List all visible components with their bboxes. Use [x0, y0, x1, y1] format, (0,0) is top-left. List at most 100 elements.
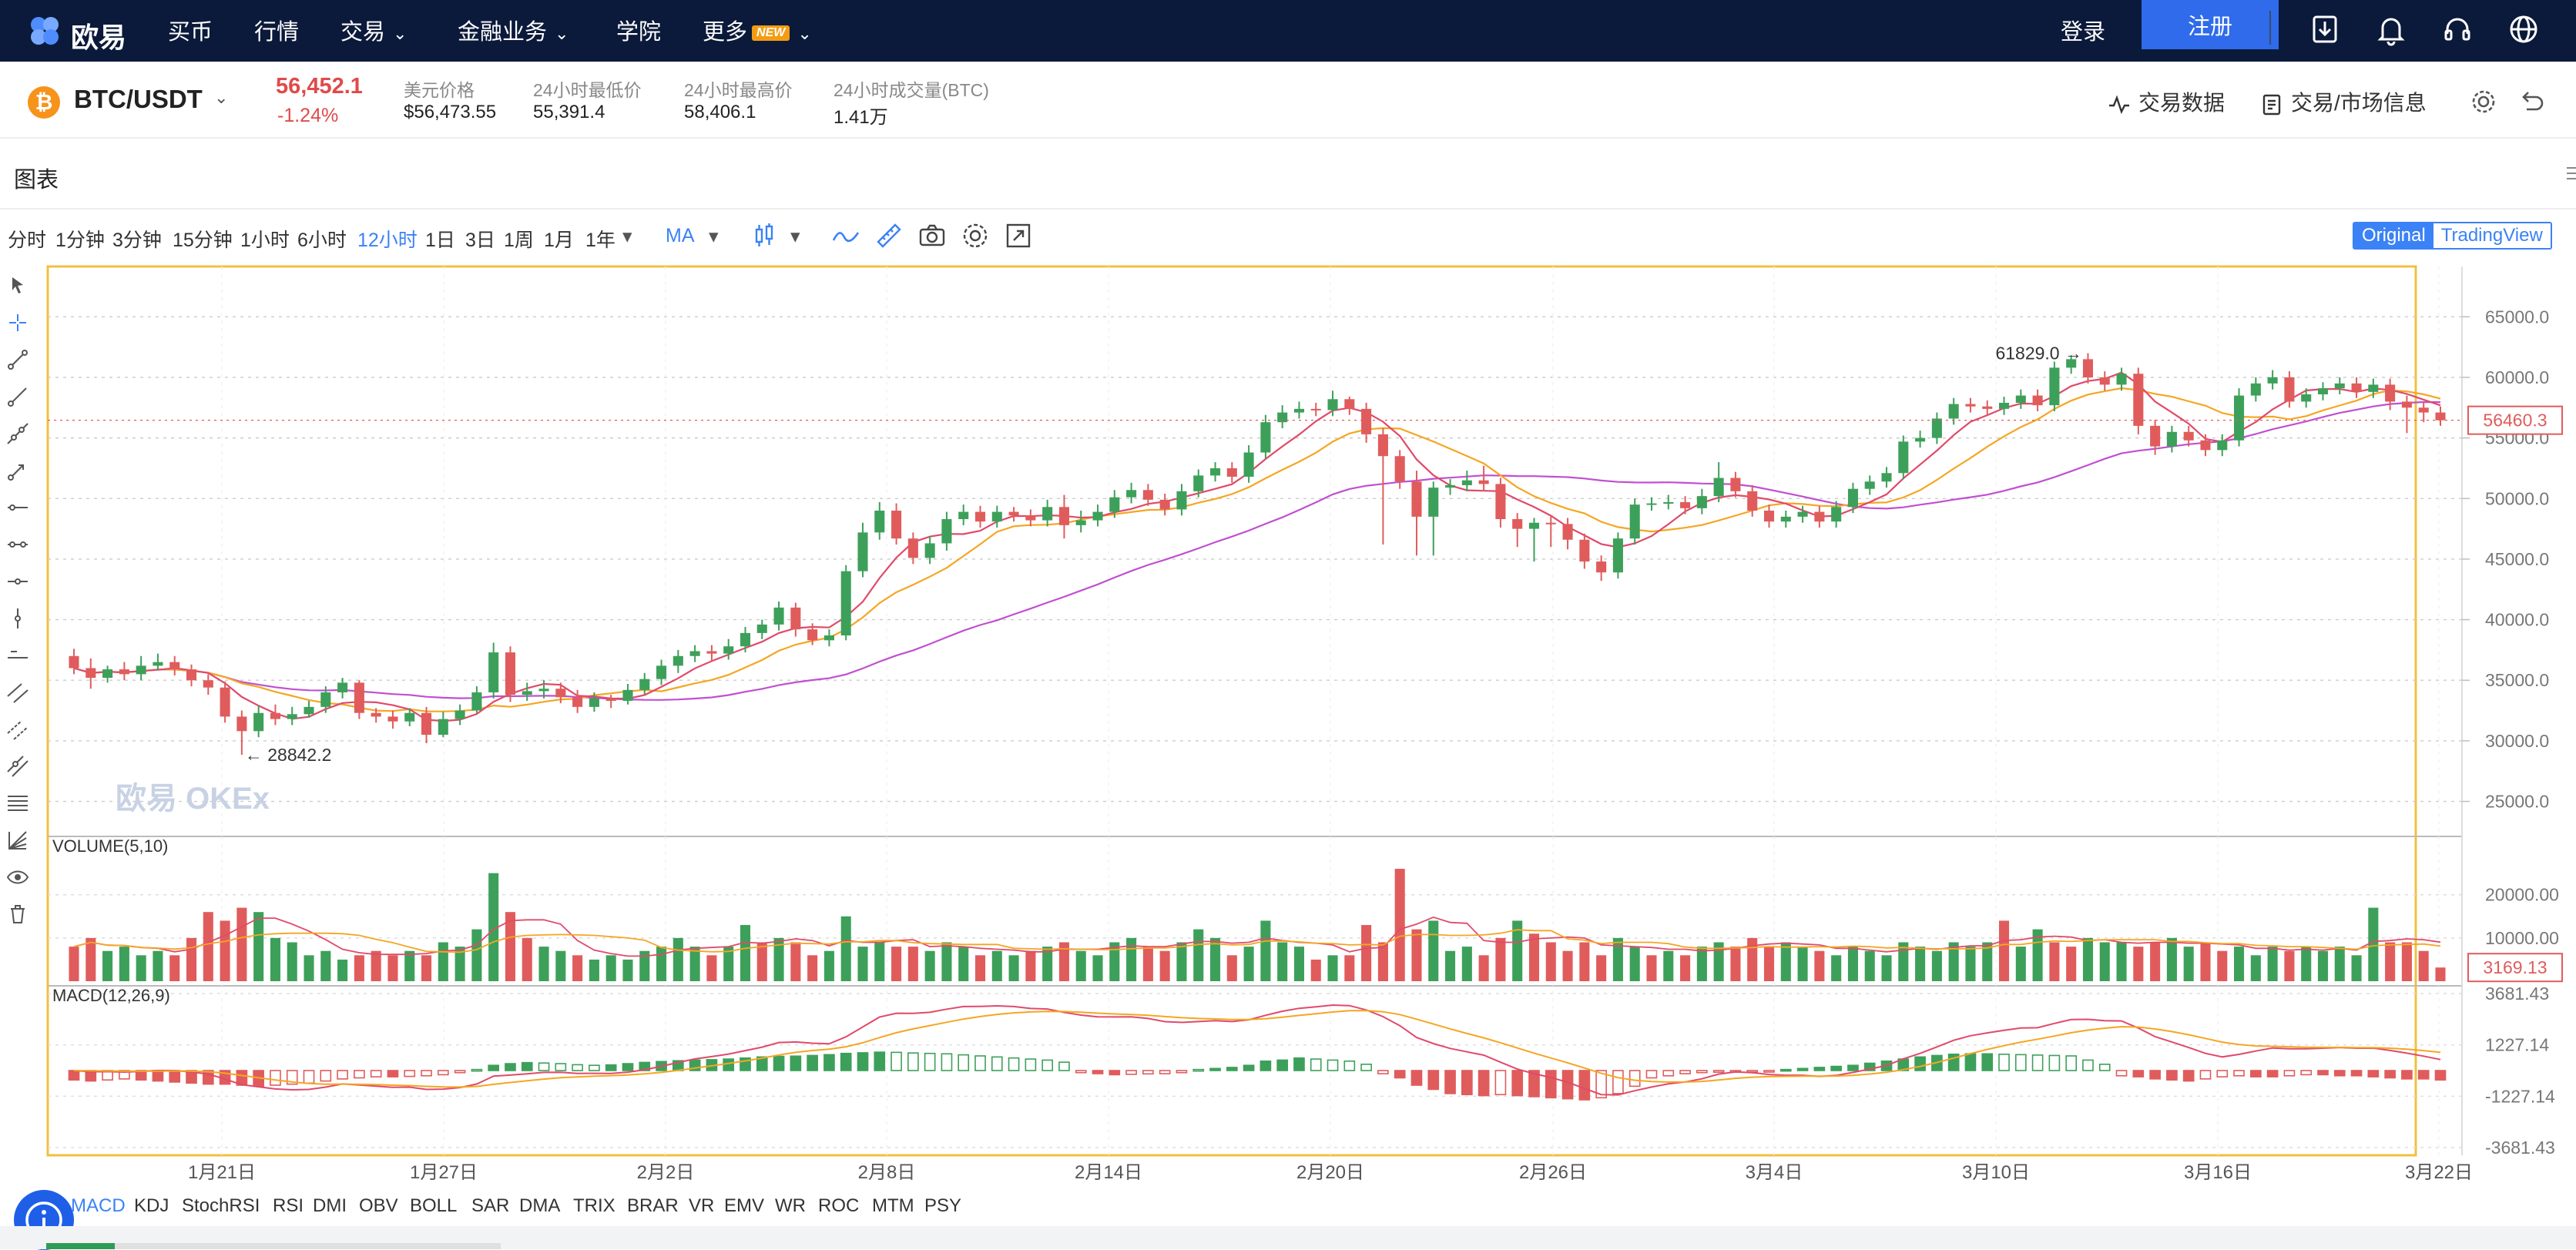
indicator-tab[interactable]: MTM: [872, 1195, 914, 1216]
ray-line-icon[interactable]: [6, 385, 29, 408]
macd-histogram-bar: [2266, 1070, 2279, 1077]
scroll-thumb[interactable]: [46, 1243, 115, 1249]
fibonacci-icon[interactable]: [6, 792, 29, 815]
pair-selector[interactable]: BTC/USDT: [74, 85, 203, 113]
indicator-tab[interactable]: TRIX: [573, 1195, 615, 1216]
price-chart[interactable]: 65000.060000.055000.050000.045000.040000…: [0, 0, 2576, 1186]
volume-bar: [639, 950, 650, 981]
chevron-down-icon[interactable]: ▾: [790, 226, 800, 247]
download-icon[interactable]: [2303, 8, 2346, 51]
headset-icon[interactable]: [2436, 8, 2479, 51]
ruler-icon[interactable]: [874, 220, 904, 251]
macd-histogram-bar: [152, 1070, 164, 1082]
menu-icon[interactable]: [2565, 162, 2576, 185]
indicator-tab[interactable]: EMV: [724, 1195, 765, 1216]
indicator-tab[interactable]: StochRSI: [182, 1195, 260, 1216]
indicator-ma-button[interactable]: MA: [666, 225, 695, 246]
timeframe-tab[interactable]: 6小时: [297, 230, 347, 251]
macd-histogram-bar: [2233, 1070, 2245, 1077]
timeframe-tab[interactable]: 1小时: [240, 230, 290, 251]
chart-settings-icon[interactable]: [960, 220, 991, 251]
nav-label: 行情: [254, 20, 300, 45]
extended-line-icon[interactable]: [6, 422, 29, 445]
globe-icon[interactable]: [2502, 8, 2545, 51]
nav-trade[interactable]: 交易 ⌄: [340, 14, 407, 46]
timeframe-tab[interactable]: 1分钟: [55, 230, 105, 251]
vertical-line-icon[interactable]: [6, 607, 29, 630]
line-drawing-icon[interactable]: [830, 220, 861, 251]
nav-finance[interactable]: 金融业务 ⌄: [458, 14, 569, 46]
indicator-tab[interactable]: DMI: [313, 1195, 347, 1216]
login-link[interactable]: 登录: [2061, 20, 2106, 45]
timeframe-tab-active[interactable]: 12小时: [357, 230, 418, 251]
timeframe-tab[interactable]: 3分钟: [112, 230, 162, 251]
candlestick-type-icon[interactable]: [749, 220, 780, 251]
nav-label: 交易: [340, 20, 386, 45]
timeframe-tab[interactable]: 分时: [8, 230, 47, 251]
trade-data-link[interactable]: 交易数据: [2108, 86, 2225, 117]
volume-bar: [337, 959, 348, 981]
settings-gear-icon[interactable]: [2468, 86, 2499, 117]
chevron-down-icon[interactable]: ▾: [709, 226, 719, 247]
scroll-track[interactable]: [46, 1243, 501, 1249]
nav-academy[interactable]: 学院: [616, 14, 661, 46]
indicator-tab-active[interactable]: MACD: [71, 1195, 126, 1216]
volume-bar: [1864, 950, 1875, 981]
timeframe-tab[interactable]: 1年: [585, 230, 615, 251]
view-tradingview-button[interactable]: TradingView: [2433, 223, 2551, 248]
indicator-tab[interactable]: BOLL: [410, 1195, 458, 1216]
chevron-down-icon[interactable]: ⌄: [214, 88, 229, 107]
chevron-down-icon[interactable]: ▾: [622, 226, 632, 247]
price-channel-icon[interactable]: [6, 718, 29, 741]
arrow-line-icon[interactable]: [6, 459, 29, 482]
timeframe-tab[interactable]: 1周: [504, 230, 534, 251]
timeframe-tab[interactable]: 1日: [425, 230, 455, 251]
camera-icon[interactable]: [917, 220, 948, 251]
indicator-tab[interactable]: WR: [775, 1195, 806, 1216]
parallel-channel-icon[interactable]: [6, 681, 29, 704]
fullscreen-icon[interactable]: [1003, 220, 1034, 251]
candle-body: [1277, 412, 1288, 423]
indicator-tab[interactable]: KDJ: [134, 1195, 169, 1216]
macd-histogram-bar: [807, 1054, 818, 1071]
bell-icon[interactable]: [2370, 8, 2413, 51]
nav-more[interactable]: 更多 NEW ⌄: [703, 14, 812, 46]
parallel-lines-icon[interactable]: [6, 755, 29, 778]
volume-bar: [522, 937, 532, 981]
indicator-tab[interactable]: OBV: [359, 1195, 398, 1216]
volume-bar: [907, 947, 918, 981]
indicator-tab[interactable]: SAR: [471, 1195, 510, 1216]
view-original-button[interactable]: Original: [2354, 223, 2433, 248]
horizontal-ray-icon[interactable]: [6, 533, 29, 556]
indicator-tab[interactable]: DMA: [519, 1195, 561, 1216]
okex-logo[interactable]: 欧易: [26, 9, 196, 53]
horizontal-segment-icon[interactable]: [6, 570, 29, 593]
undo-icon[interactable]: [2516, 86, 2547, 117]
indicator-tab[interactable]: ROC: [818, 1195, 860, 1216]
ma-mid-line: [73, 387, 2441, 712]
indicator-tab[interactable]: BRAR: [627, 1195, 679, 1216]
indicator-tab[interactable]: PSY: [924, 1195, 962, 1216]
trend-line-icon[interactable]: [6, 348, 29, 371]
market-info-link[interactable]: 交易/市场信息: [2260, 86, 2427, 117]
indicator-tab[interactable]: VR: [689, 1195, 715, 1216]
indicator-tab[interactable]: RSI: [273, 1195, 304, 1216]
crosshair-icon[interactable]: [6, 311, 29, 334]
volume-bar: [304, 955, 314, 981]
timeframe-tab[interactable]: 15分钟: [173, 230, 233, 251]
nav-buy-crypto[interactable]: 买币: [168, 14, 213, 46]
horizontal-line-icon[interactable]: [6, 496, 29, 519]
fib-fan-icon[interactable]: [6, 829, 29, 852]
candle-body: [673, 655, 683, 666]
timeframe-tab[interactable]: 1月: [544, 230, 574, 251]
volume-bar: [1998, 920, 2010, 981]
cursor-arrow-icon[interactable]: [6, 274, 29, 297]
volume-bar: [1847, 947, 1858, 981]
eye-icon[interactable]: [6, 866, 29, 889]
watermark-text: 欧易 OKEx: [116, 782, 270, 816]
nav-markets[interactable]: 行情: [254, 14, 299, 46]
register-button[interactable]: 注册: [2142, 0, 2279, 49]
price-line-icon[interactable]: [6, 644, 29, 667]
trash-icon[interactable]: [6, 903, 29, 926]
timeframe-tab[interactable]: 3日: [465, 230, 495, 251]
